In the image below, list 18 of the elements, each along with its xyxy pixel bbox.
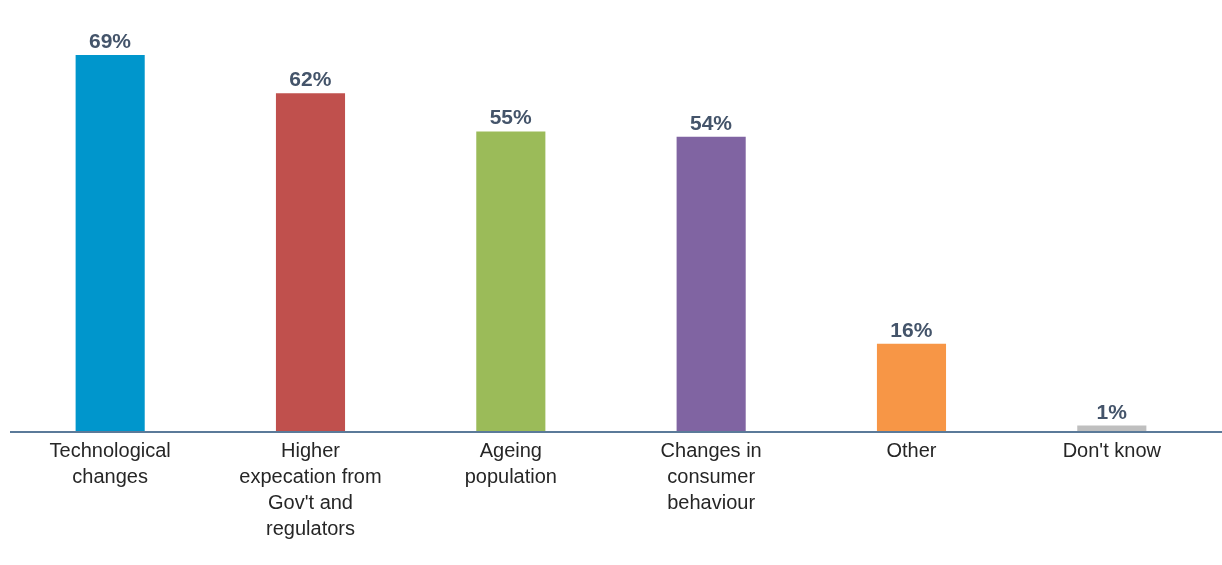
data-label: 69% — [88, 29, 132, 53]
bar — [75, 55, 145, 431]
data-label: 62% — [289, 67, 332, 91]
x-tick-label: Changes in consumer behaviour — [660, 438, 762, 513]
bar — [275, 93, 346, 431]
x-tick-label: Don't know — [1062, 438, 1162, 461]
data-label: 54% — [689, 110, 733, 134]
bar — [876, 343, 947, 431]
x-tick-label: Ageing population — [464, 438, 557, 487]
x-tick-label: Higher expecation from Gov't and regulators — [239, 438, 382, 539]
x-tick-label: Other — [886, 438, 937, 461]
x-tick-label: Technological changes — [49, 438, 171, 487]
bar — [676, 136, 746, 431]
data-label: 55% — [489, 105, 532, 129]
bar — [1077, 425, 1147, 431]
data-label: 1% — [1096, 399, 1128, 423]
data-label: 16% — [890, 317, 933, 341]
bar — [476, 131, 546, 431]
